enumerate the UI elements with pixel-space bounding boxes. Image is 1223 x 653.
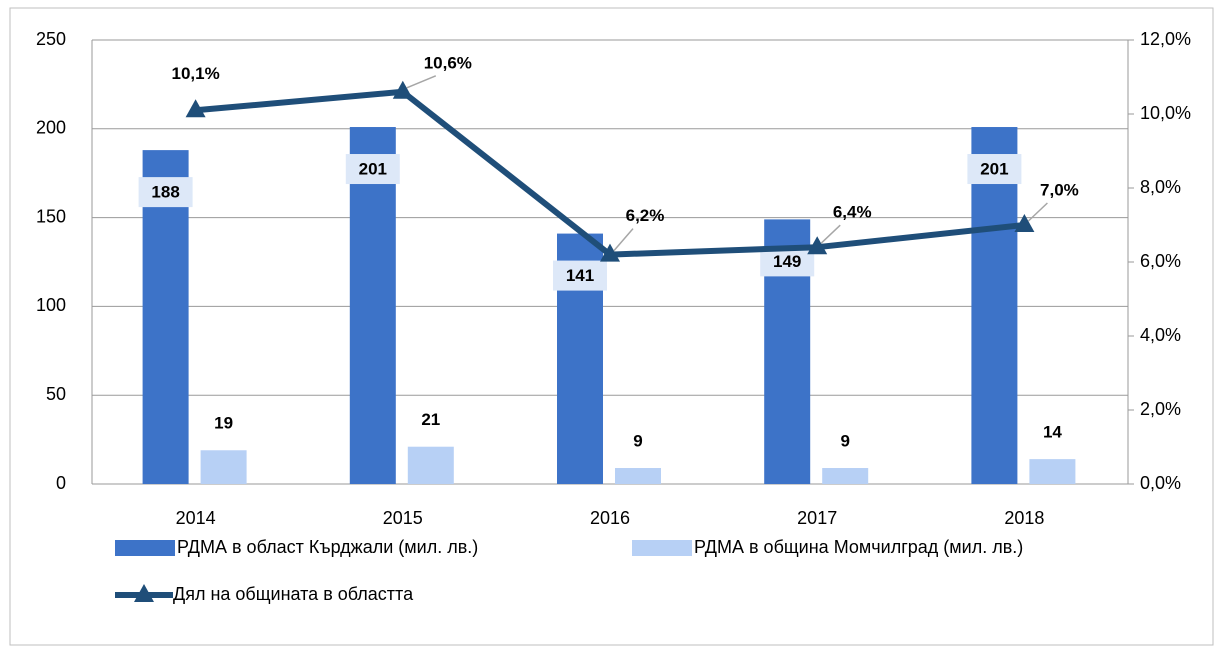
data-label: 9 (633, 432, 642, 451)
bar (1029, 459, 1076, 484)
bar (615, 468, 661, 484)
leader-line (820, 224, 841, 244)
data-label-box (345, 154, 400, 185)
legend-label: РДМА в област Кърджали (мил. лв.) (177, 537, 478, 557)
y2-tick-label: 6,0% (1140, 251, 1181, 271)
bar (407, 446, 454, 484)
bar (200, 450, 247, 484)
y2-tick-label: 0,0% (1140, 473, 1181, 493)
data-label: 7,0% (1040, 180, 1079, 199)
y-tick-label: 50 (46, 384, 66, 404)
y-tick-label: 250 (36, 29, 66, 49)
bar (822, 468, 869, 484)
legend-label: РДМА в община Момчилград (мил. лв.) (694, 537, 1023, 557)
marker (807, 236, 828, 255)
legend-marker (134, 584, 154, 602)
y-tick-label: 100 (36, 295, 66, 315)
data-label: 9 (840, 432, 849, 451)
y2-tick-label: 10,0% (1140, 103, 1191, 123)
data-label-box (138, 177, 193, 208)
bar (349, 127, 396, 485)
x-tick-label: 2016 (590, 508, 630, 528)
legend-swatch (632, 540, 692, 556)
data-label: 6,4% (833, 203, 872, 222)
data-label-box (967, 154, 1022, 185)
data-label: 141 (566, 266, 594, 285)
data-label: 201 (980, 160, 1008, 179)
y2-tick-label: 2,0% (1140, 399, 1181, 419)
marker (185, 99, 206, 118)
legend-swatch (115, 540, 175, 556)
leader-line (406, 75, 437, 89)
y2-tick-label: 8,0% (1140, 177, 1181, 197)
x-tick-label: 2018 (1004, 508, 1044, 528)
data-label: 10,1% (171, 64, 219, 83)
y-tick-label: 200 (36, 118, 66, 138)
data-label: 10,6% (424, 53, 472, 72)
data-label: 19 (214, 414, 233, 433)
leader-line (1027, 202, 1048, 222)
y2-tick-label: 4,0% (1140, 325, 1181, 345)
leader-line (613, 228, 634, 252)
marker (600, 243, 620, 262)
bar (971, 127, 1018, 485)
y2-tick-label: 12,0% (1140, 29, 1191, 49)
data-label-box (553, 260, 607, 291)
x-tick-label: 2017 (797, 508, 837, 528)
data-label: 149 (773, 252, 801, 271)
data-label: 14 (1043, 423, 1062, 442)
data-label: 201 (359, 160, 387, 179)
marker (392, 80, 413, 99)
data-label: 6,2% (626, 206, 665, 225)
marker (1014, 214, 1035, 232)
legend-label: Дял на общината в областта (173, 584, 414, 604)
y-tick-label: 0 (56, 473, 66, 493)
data-label: 21 (421, 410, 440, 429)
x-tick-label: 2015 (383, 508, 423, 528)
y-tick-label: 150 (36, 206, 66, 226)
data-label: 188 (151, 183, 179, 202)
x-tick-label: 2014 (176, 508, 216, 528)
